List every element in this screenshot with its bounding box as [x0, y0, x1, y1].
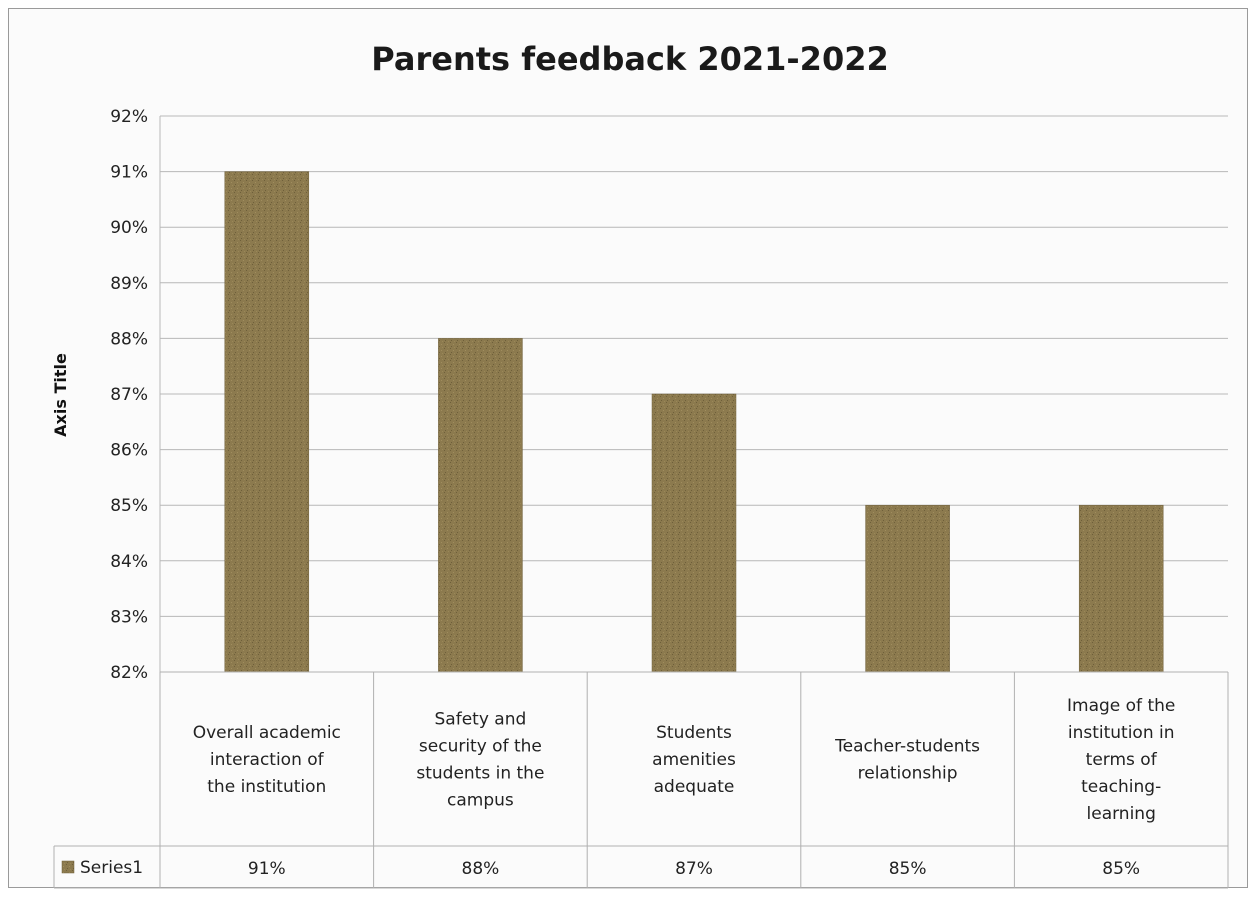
category-label-line: adequate	[654, 777, 735, 797]
chart-frame	[8, 8, 1248, 888]
data-table: Overall academic interaction of the instit…	[53, 671, 1229, 889]
y-axis-title: Axis Title	[51, 353, 70, 437]
bar	[224, 171, 310, 673]
category-label: Students amenities adequate	[652, 723, 736, 797]
category-label-line: Safety and	[435, 710, 527, 730]
legend-key	[61, 860, 75, 874]
category-label-line: Image of the	[1067, 696, 1175, 716]
bar	[865, 504, 950, 673]
y-tick-label: 83%	[110, 607, 148, 627]
category-label-line: students in the	[416, 764, 544, 784]
category-label-line: the institution	[207, 777, 326, 797]
category-label: Image of the institution in terms of teachi…	[1067, 696, 1175, 824]
y-tick-label: 86%	[110, 441, 148, 461]
category-label-line: security of the	[419, 737, 542, 757]
y-tick-label: 85%	[110, 496, 148, 516]
category-label-line: Overall academic	[193, 723, 341, 743]
category-label-line: institution in	[1068, 723, 1175, 743]
category-label: Teacher-students relationship	[834, 737, 980, 784]
bar	[1078, 504, 1164, 673]
series-name: Series1	[80, 858, 143, 878]
y-tick-label: 82%	[110, 663, 148, 683]
category-label-line: interaction of	[210, 750, 325, 770]
y-tick-label: 84%	[110, 552, 148, 572]
y-tick-label: 90%	[110, 218, 148, 238]
value-label: 88%	[462, 859, 500, 879]
chart-title: Parents feedback 2021-2022	[371, 40, 888, 78]
value-label: 91%	[248, 859, 286, 879]
value-label: 87%	[675, 859, 713, 879]
bars	[224, 171, 1164, 673]
bar	[651, 393, 737, 673]
category-label-line: teaching-	[1081, 777, 1161, 797]
category-label-line: relationship	[858, 764, 958, 784]
category-label-line: learning	[1087, 804, 1156, 824]
category-label-line: amenities	[652, 750, 736, 770]
value-label: 85%	[889, 859, 927, 879]
y-tick-label: 92%	[110, 107, 148, 127]
y-tick-label: 88%	[110, 329, 148, 349]
category-label: Overall academic interaction of the instit…	[193, 723, 341, 797]
category-label: Safety and security of the students in the…	[416, 710, 544, 811]
y-tick-label: 91%	[110, 163, 148, 183]
category-label-line: campus	[447, 791, 514, 811]
category-label-line: terms of	[1086, 750, 1158, 770]
y-tick-label: 89%	[110, 274, 148, 294]
y-axis-ticks: 82% 83% 84% 85% 86% 87% 88% 89% 90% 91% 92%	[110, 107, 148, 683]
category-label-line: Teacher-students	[834, 737, 980, 757]
bar	[438, 338, 523, 673]
value-label: 85%	[1102, 859, 1140, 879]
y-tick-label: 87%	[110, 385, 148, 405]
category-label-line: Students	[656, 723, 732, 743]
